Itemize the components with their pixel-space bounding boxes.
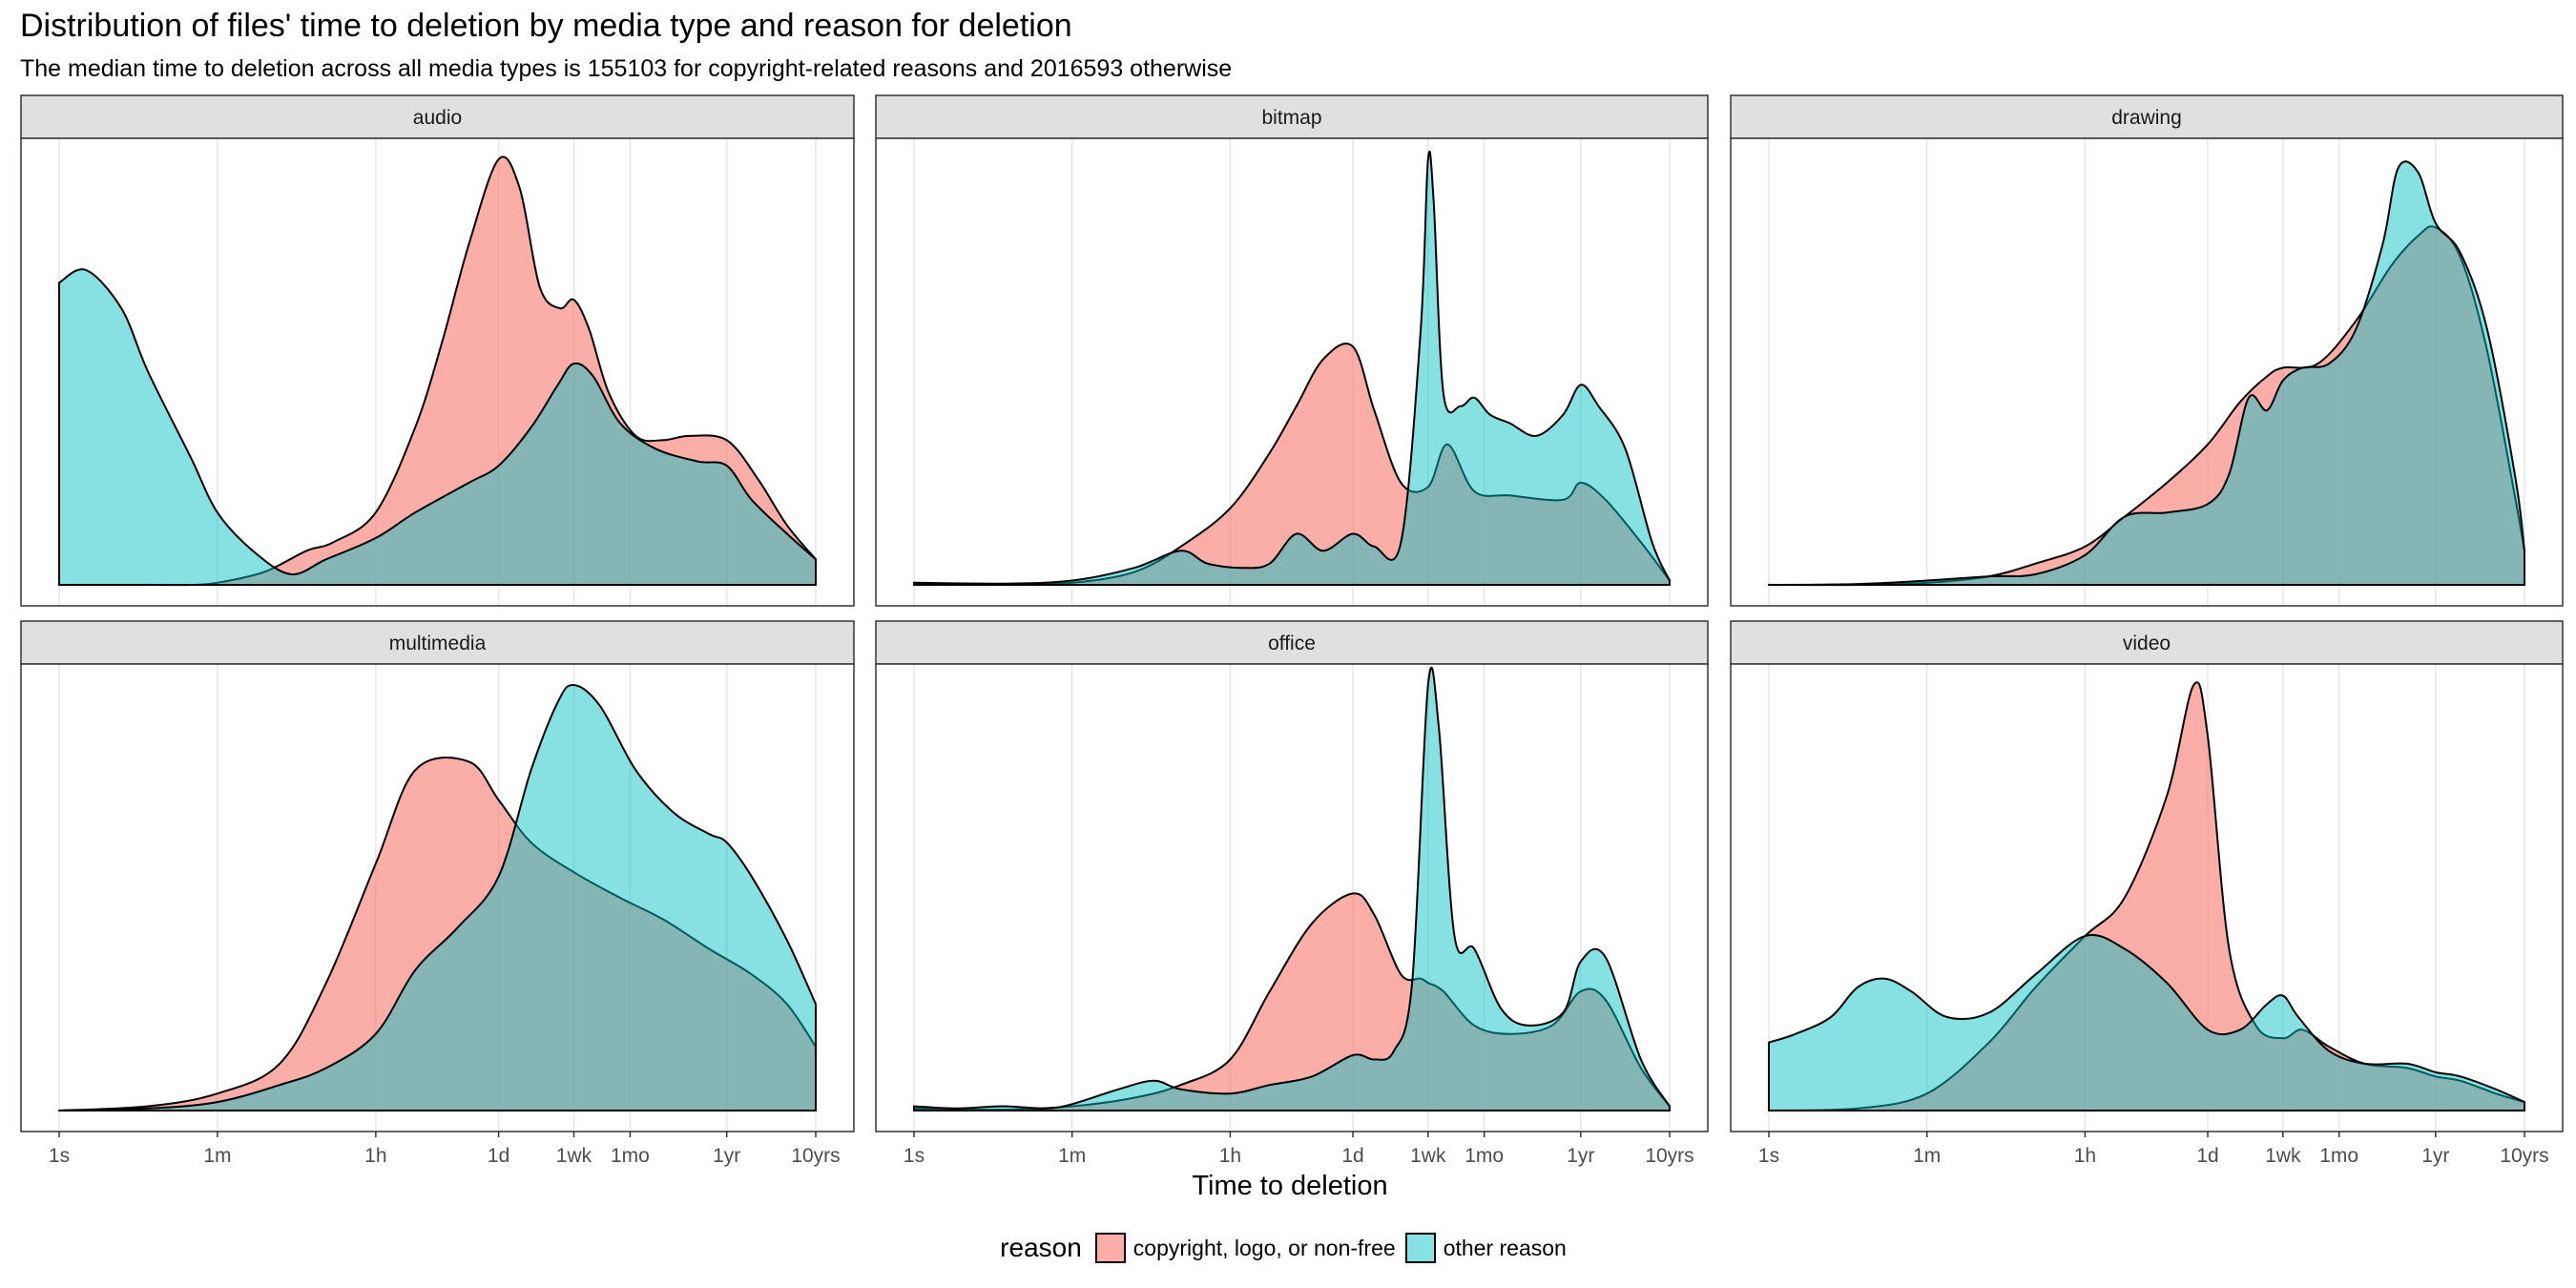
panel-strip-label: video	[2123, 633, 2171, 654]
panel-bitmap: bitmap	[875, 94, 1709, 607]
x-tick-label: 1h	[1219, 1145, 1241, 1167]
x-tick-label: 1wk	[1410, 1145, 1446, 1167]
x-tick-label: 1yr	[1567, 1145, 1594, 1167]
chart-title: Distribution of files' time to deletion …	[20, 8, 1072, 44]
density-area-copyright	[913, 892, 1671, 1111]
panel-multimedia: multimedia 1s 1m 1h 1d 1wk 1mo 1yr 10yrs	[20, 620, 855, 1167]
density-area-other	[913, 666, 1671, 1111]
density-area-copyright	[58, 156, 817, 587]
legend: reason copyright, logo, or non-free othe…	[0, 1229, 2576, 1267]
panel-drawing: drawing	[1730, 94, 2564, 607]
x-tick-label: 10yrs	[2500, 1145, 2548, 1167]
x-tick-label: 1h	[2074, 1145, 2096, 1167]
panel-border	[875, 137, 1709, 607]
x-tick-label: 10yrs	[1645, 1145, 1693, 1167]
panel-strip-label: drawing	[2111, 107, 2182, 129]
density-area-other	[1768, 160, 2525, 586]
panel-audio: audio	[20, 94, 855, 607]
panel-strip	[875, 94, 1709, 139]
x-axis-title: Time to deletion	[1192, 1171, 1387, 1201]
panel-strip-label: audio	[413, 107, 462, 129]
x-tick-label: 1h	[364, 1145, 386, 1167]
faceted-density-chart: Time to deletion audio bitmap drawing multi…	[20, 94, 2564, 1201]
panel-strip-label: bitmap	[1261, 107, 1321, 129]
x-tick-label: 1d	[2196, 1145, 2218, 1167]
density-area-copyright	[1768, 681, 2525, 1111]
panel-strip-label: multimedia	[389, 633, 487, 654]
density-area-copyright	[913, 343, 1671, 586]
x-tick-label: 1mo	[2319, 1145, 2358, 1167]
panel-strip	[1730, 620, 2564, 665]
x-tick-label: 1s	[49, 1145, 70, 1167]
density-area-other	[58, 683, 817, 1111]
legend-key-other	[1404, 1233, 1436, 1263]
x-tick-label: 1m	[1913, 1145, 1941, 1167]
panel-border	[1730, 137, 2564, 607]
x-tick-label: 1m	[1058, 1145, 1086, 1167]
density-area-other	[1768, 934, 2525, 1111]
legend-title: reason	[1000, 1233, 1082, 1262]
x-tick-label: 1d	[1341, 1145, 1363, 1167]
x-tick-label: 1d	[488, 1145, 509, 1167]
panel-strip	[1730, 94, 2564, 139]
panel-video: video 1s 1m 1h 1d 1wk 1mo 1yr 10yrs	[1730, 620, 2564, 1167]
x-tick-label: 1yr	[2421, 1145, 2449, 1167]
legend-label-copyright: copyright, logo, or non-free	[1132, 1235, 1396, 1260]
panel-office: office 1s 1m 1h 1d 1wk 1mo 1yr 10yrs	[875, 620, 1709, 1167]
density-area-other	[58, 268, 817, 586]
x-tick-label: 1mo	[1465, 1145, 1504, 1167]
x-tick-label: 10yrs	[791, 1145, 840, 1167]
x-tick-label: 1m	[203, 1145, 231, 1167]
panel-border	[20, 663, 855, 1132]
x-tick-label: 1wk	[556, 1145, 592, 1167]
x-tick-label: 1wk	[2265, 1145, 2301, 1167]
density-area-copyright	[58, 757, 817, 1111]
panel-border	[875, 663, 1709, 1132]
x-tick-label: 1s	[904, 1145, 924, 1167]
x-tick-label: 1mo	[611, 1145, 650, 1167]
legend-label-other: other reason	[1443, 1235, 1567, 1260]
panel-border	[20, 137, 855, 607]
panel-strip-label: office	[1268, 633, 1316, 654]
x-tick-label: 1s	[1758, 1145, 1779, 1167]
density-area-other	[913, 151, 1671, 586]
panel-border	[1730, 663, 2564, 1132]
panel-strip	[20, 620, 855, 665]
legend-key-copyright	[1094, 1233, 1126, 1263]
panel-strip	[875, 620, 1709, 665]
chart-subtitle: The median time to deletion across all m…	[20, 55, 1233, 82]
x-tick-label: 1yr	[713, 1145, 740, 1167]
